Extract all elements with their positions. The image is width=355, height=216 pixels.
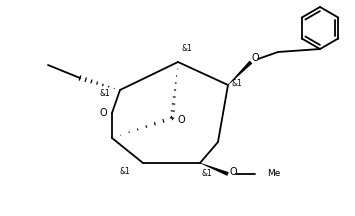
Polygon shape bbox=[228, 60, 252, 85]
Text: &1: &1 bbox=[181, 44, 192, 53]
Text: O: O bbox=[177, 115, 185, 125]
Text: &1: &1 bbox=[100, 89, 111, 98]
Text: O: O bbox=[251, 53, 259, 63]
Text: &1: &1 bbox=[232, 79, 243, 89]
Polygon shape bbox=[200, 163, 229, 176]
Text: O: O bbox=[229, 167, 237, 177]
Text: &1: &1 bbox=[119, 167, 130, 175]
Text: O: O bbox=[99, 108, 107, 118]
Text: Me: Me bbox=[267, 168, 280, 178]
Text: &1: &1 bbox=[202, 168, 213, 178]
